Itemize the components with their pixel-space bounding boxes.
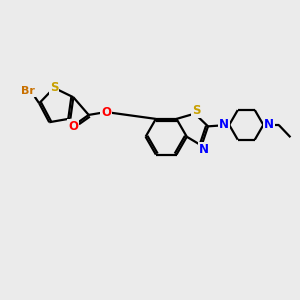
Text: Br: Br bbox=[21, 86, 35, 96]
Text: S: S bbox=[192, 103, 200, 117]
Text: N: N bbox=[264, 118, 274, 131]
Text: N: N bbox=[199, 143, 209, 156]
Text: O: O bbox=[101, 106, 111, 119]
Text: N: N bbox=[219, 118, 229, 131]
Text: S: S bbox=[50, 81, 58, 94]
Text: O: O bbox=[68, 120, 78, 133]
